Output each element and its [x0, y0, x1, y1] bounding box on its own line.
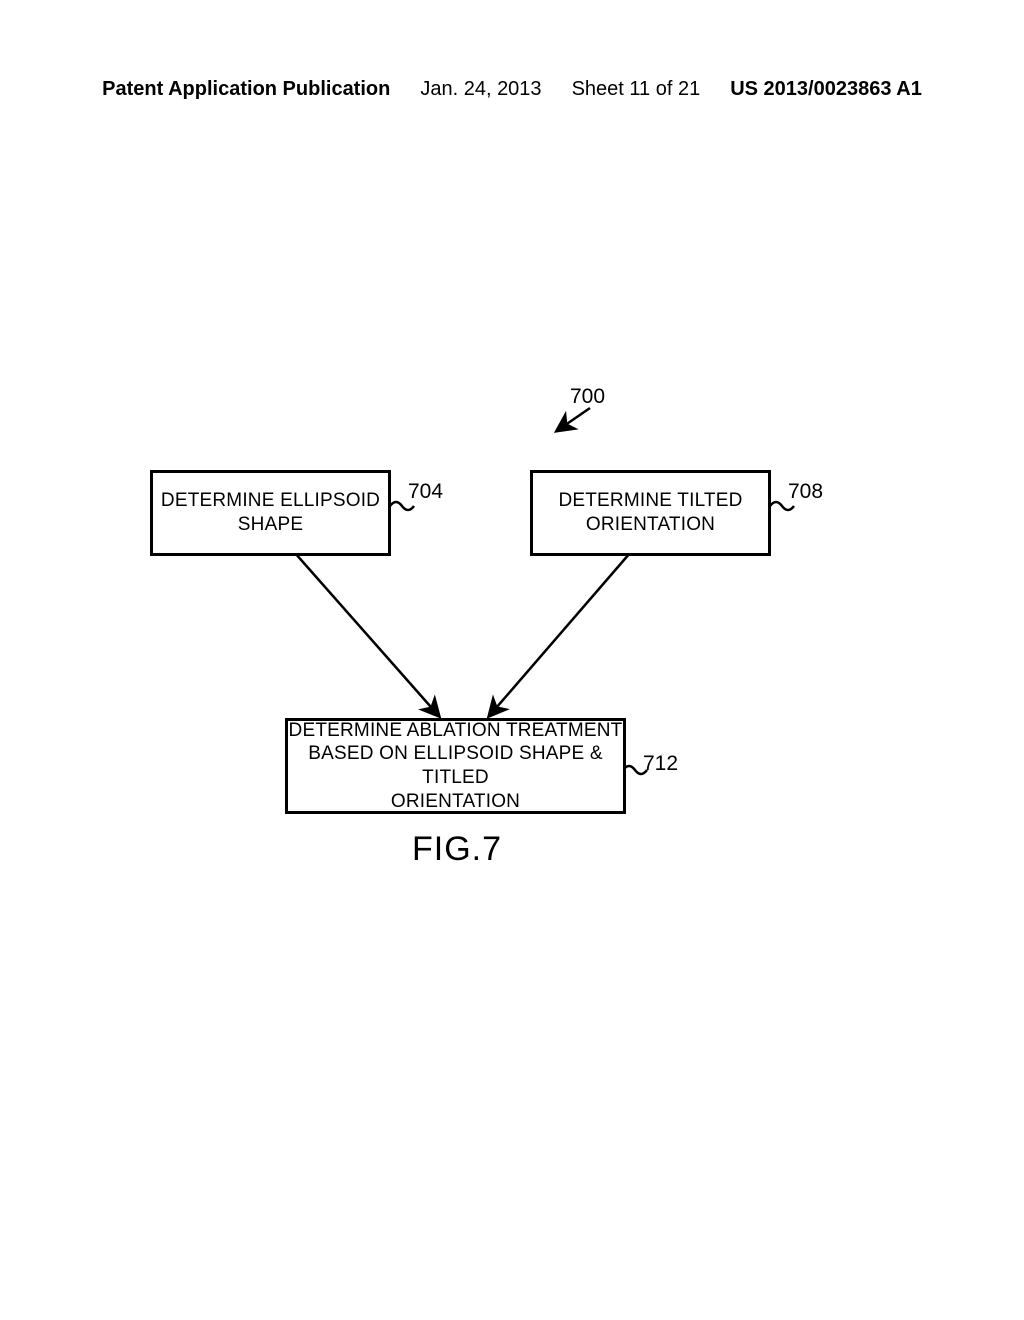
connector-lines — [0, 0, 1024, 1320]
node-704-text: DETERMINE ELLIPSOIDSHAPE — [161, 489, 380, 537]
node-704: DETERMINE ELLIPSOIDSHAPE — [150, 470, 391, 556]
page: Patent Application Publication Jan. 24, … — [0, 0, 1024, 1320]
node-708-text: DETERMINE TILTEDORIENTATION — [558, 489, 742, 537]
ref-700-leader — [558, 408, 590, 430]
ref-700: 700 — [570, 385, 605, 409]
edge-708-712 — [490, 553, 630, 715]
node-712: DETERMINE ABLATION TREATMENTBASED ON ELL… — [285, 718, 626, 814]
ref-712: 712 — [643, 752, 678, 776]
ref-704: 704 — [408, 480, 443, 504]
edge-704-712 — [295, 553, 438, 715]
node-712-text: DETERMINE ABLATION TREATMENTBASED ON ELL… — [288, 719, 623, 814]
figure-caption: FIG.7 — [412, 830, 502, 869]
node-708: DETERMINE TILTEDORIENTATION — [530, 470, 771, 556]
ref-708: 708 — [788, 480, 823, 504]
flowchart: DETERMINE ELLIPSOIDSHAPE DETERMINE TILTE… — [0, 0, 1024, 1320]
